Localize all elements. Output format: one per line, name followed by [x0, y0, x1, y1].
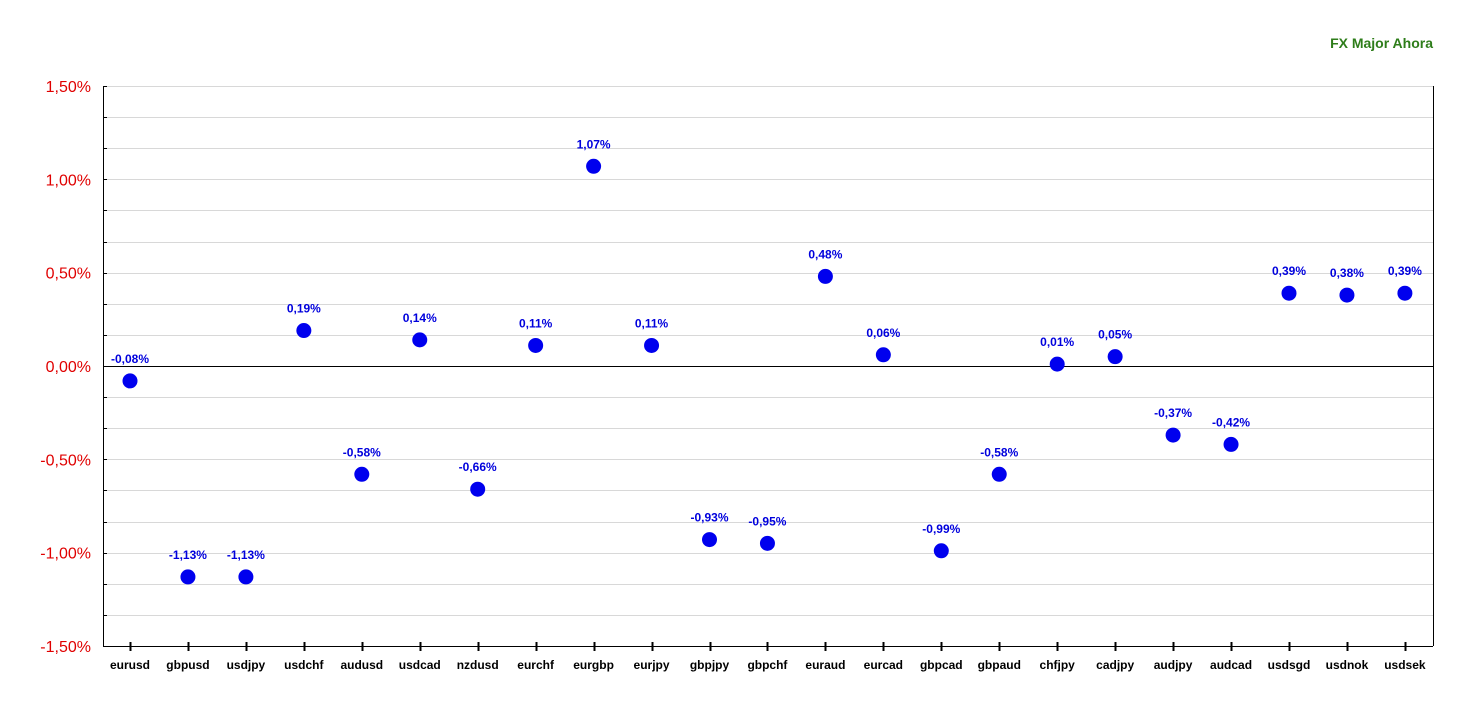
data-point — [644, 337, 660, 353]
axes — [103, 86, 1434, 651]
data-point — [238, 569, 254, 585]
x-tick-label: cadjpy — [1096, 658, 1134, 672]
data-point — [586, 158, 602, 174]
data-point — [759, 535, 775, 551]
x-tick-label: usdsek — [1384, 658, 1426, 672]
x-tick-label: usdjpy — [227, 658, 266, 672]
data-point — [875, 347, 891, 363]
x-tick-label: nzdusd — [457, 658, 499, 672]
data-point — [122, 373, 138, 389]
x-tick-label: gbpchf — [747, 658, 788, 672]
x-tick-label: usdsgd — [1268, 658, 1311, 672]
x-tick-label: eurjpy — [634, 658, 670, 672]
y-tick-label: 0,00% — [46, 359, 91, 376]
x-tick-label: usdchf — [284, 658, 324, 672]
data-label: 0,39% — [1272, 264, 1306, 278]
data-label: -0,42% — [1212, 415, 1250, 429]
x-tick-label: gbpusd — [166, 658, 209, 672]
y-tick-labels: 1,50% 1,00% 0,50% 0,00% -0,50% -1,00% -1,50% — [40, 79, 91, 656]
data-point — [470, 481, 486, 497]
data-label: 0,11% — [519, 316, 553, 330]
y-tick-label: -0,50% — [40, 452, 91, 469]
data-label: 0,19% — [287, 302, 321, 316]
data-points — [122, 158, 1413, 585]
data-label: -0,58% — [343, 445, 381, 459]
x-tick-label: euraud — [805, 658, 845, 672]
data-label: -1,13% — [169, 548, 207, 562]
data-label: 0,11% — [635, 316, 669, 330]
data-point — [296, 323, 312, 339]
data-label: -0,08% — [111, 352, 149, 366]
data-point — [1107, 349, 1123, 365]
data-labels: -0,08% -1,13% -1,13% 0,19% -0,58% 0,14% -0,66%… — [111, 137, 1422, 562]
data-label: 0,38% — [1330, 266, 1364, 280]
x-tick-labels: eurusd gbpusd usdjpy usdchf audusd usdcad nzdu… — [110, 658, 1426, 672]
x-tick-label: eurcad — [864, 658, 903, 672]
x-tick-label: chfjpy — [1040, 658, 1076, 672]
data-label: -0,37% — [1154, 406, 1192, 420]
data-label: 0,48% — [808, 247, 842, 261]
data-point — [1339, 287, 1355, 303]
x-tick-label: audcad — [1210, 658, 1252, 672]
x-tick-label: audusd — [340, 658, 383, 672]
data-label: -0,93% — [690, 511, 728, 525]
data-point — [933, 543, 949, 559]
data-label: -0,95% — [748, 514, 786, 528]
y-tick-label: 1,50% — [46, 79, 91, 96]
data-point — [1397, 285, 1413, 301]
data-point — [1049, 356, 1065, 372]
x-tick-label: usdnok — [1326, 658, 1369, 672]
data-label: 0,05% — [1098, 328, 1132, 342]
x-tick-label: eurchf — [517, 658, 555, 672]
y-tick-label: -1,00% — [40, 546, 91, 563]
x-tick-label: eurgbp — [573, 658, 614, 672]
x-tick-label: gbpcad — [920, 658, 963, 672]
data-label: -0,58% — [980, 445, 1018, 459]
data-point — [1165, 427, 1181, 443]
data-label: 0,14% — [403, 311, 437, 325]
data-label: -1,13% — [227, 548, 265, 562]
data-point — [180, 569, 196, 585]
data-label: -0,66% — [459, 460, 497, 474]
data-label: -0,99% — [922, 522, 960, 536]
x-tick-label: audjpy — [1154, 658, 1193, 672]
data-point — [1281, 285, 1297, 301]
x-tick-label: eurusd — [110, 658, 150, 672]
chart-title: FX Major Ahora — [1330, 35, 1433, 51]
data-point — [817, 268, 833, 284]
x-tick-label: gbpjpy — [690, 658, 730, 672]
x-tick-label: usdcad — [399, 658, 441, 672]
data-point — [412, 332, 428, 348]
y-tick-label: 1,00% — [46, 172, 91, 189]
data-point — [702, 532, 717, 548]
data-point — [991, 466, 1007, 482]
data-label: 0,06% — [866, 326, 900, 340]
x-tick-label: gbpaud — [978, 658, 1021, 672]
data-point — [354, 466, 370, 482]
data-label: 0,01% — [1040, 335, 1074, 349]
data-point — [1223, 436, 1239, 452]
data-point — [528, 337, 544, 353]
data-label: 1,07% — [577, 137, 611, 151]
data-label: 0,39% — [1388, 264, 1422, 278]
y-tick-label: -1,50% — [40, 639, 91, 656]
y-tick-label: 0,50% — [46, 266, 91, 283]
